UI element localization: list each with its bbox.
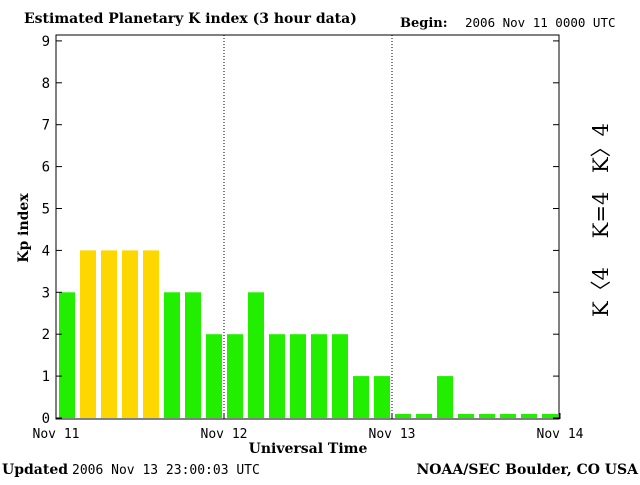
y-tick-label: 4 bbox=[42, 243, 50, 259]
kp-bar bbox=[311, 334, 327, 418]
kp-bar bbox=[80, 250, 96, 418]
y-tick-label: 6 bbox=[42, 160, 50, 176]
kp-bar bbox=[437, 376, 453, 418]
kp-bar bbox=[500, 414, 516, 418]
kp-bar bbox=[479, 414, 495, 418]
kp-bar bbox=[122, 250, 138, 418]
x-axis-label: Universal Time bbox=[249, 441, 368, 457]
y-tick-label: 2 bbox=[42, 327, 50, 343]
kp-bar bbox=[269, 334, 285, 418]
plot-area bbox=[55, 34, 560, 420]
kp-bar bbox=[542, 414, 558, 418]
chart-title: Estimated Planetary K index (3 hour data… bbox=[24, 11, 357, 27]
y-tick-label: 5 bbox=[42, 202, 50, 218]
y-tick-label: 7 bbox=[42, 118, 50, 134]
legend-k-above-4: K〉4 bbox=[589, 123, 613, 173]
kp-bar bbox=[227, 334, 243, 418]
kp-bar bbox=[332, 334, 348, 418]
begin-label: Begin: bbox=[400, 16, 448, 31]
day-separators bbox=[223, 35, 393, 419]
kp-bar bbox=[458, 414, 474, 418]
x-tick-label: Nov 11 bbox=[33, 427, 80, 442]
y-tick-label: 8 bbox=[42, 76, 50, 92]
legend-k-equal-4: K=4 bbox=[589, 192, 613, 239]
legend-k-below-4: K〈4 bbox=[589, 267, 613, 317]
y-axis-label: Kp index bbox=[16, 193, 32, 263]
kp-bar bbox=[164, 292, 180, 418]
x-tick-label: Nov 12 bbox=[201, 427, 248, 442]
kp-bar bbox=[416, 414, 432, 418]
updated-label: Updated bbox=[2, 462, 68, 478]
updated-value: 2006 Nov 13 23:00:03 UTC bbox=[72, 463, 260, 478]
kp-bar bbox=[374, 376, 390, 418]
source-label: NOAA/SEC Boulder, CO USA bbox=[417, 462, 640, 478]
y-tick-label: 1 bbox=[42, 369, 50, 385]
begin-value: 2006 Nov 11 0000 UTC bbox=[465, 15, 616, 30]
kp-bar bbox=[143, 250, 159, 418]
kp-bar bbox=[101, 250, 117, 418]
x-axis: Nov 11 Nov 12 Nov 13 Nov 14 bbox=[33, 413, 584, 442]
x-tick-label: Nov 13 bbox=[369, 427, 416, 442]
kp-bar bbox=[521, 414, 537, 418]
kp-bar bbox=[59, 292, 75, 418]
kp-bar bbox=[395, 414, 411, 418]
bars bbox=[59, 250, 558, 418]
kp-bar bbox=[248, 292, 264, 418]
y-tick-label: 3 bbox=[42, 285, 50, 301]
y-tick-label: 9 bbox=[42, 34, 50, 50]
x-tick-label: Nov 14 bbox=[537, 427, 584, 442]
kp-bar bbox=[206, 334, 222, 418]
y-tick-label: 0 bbox=[42, 411, 50, 427]
kp-bar bbox=[353, 376, 369, 418]
kp-bar bbox=[290, 334, 306, 418]
kp-bar bbox=[185, 292, 201, 418]
y-axis: 0 1 2 3 4 5 6 7 8 9 bbox=[42, 34, 559, 427]
